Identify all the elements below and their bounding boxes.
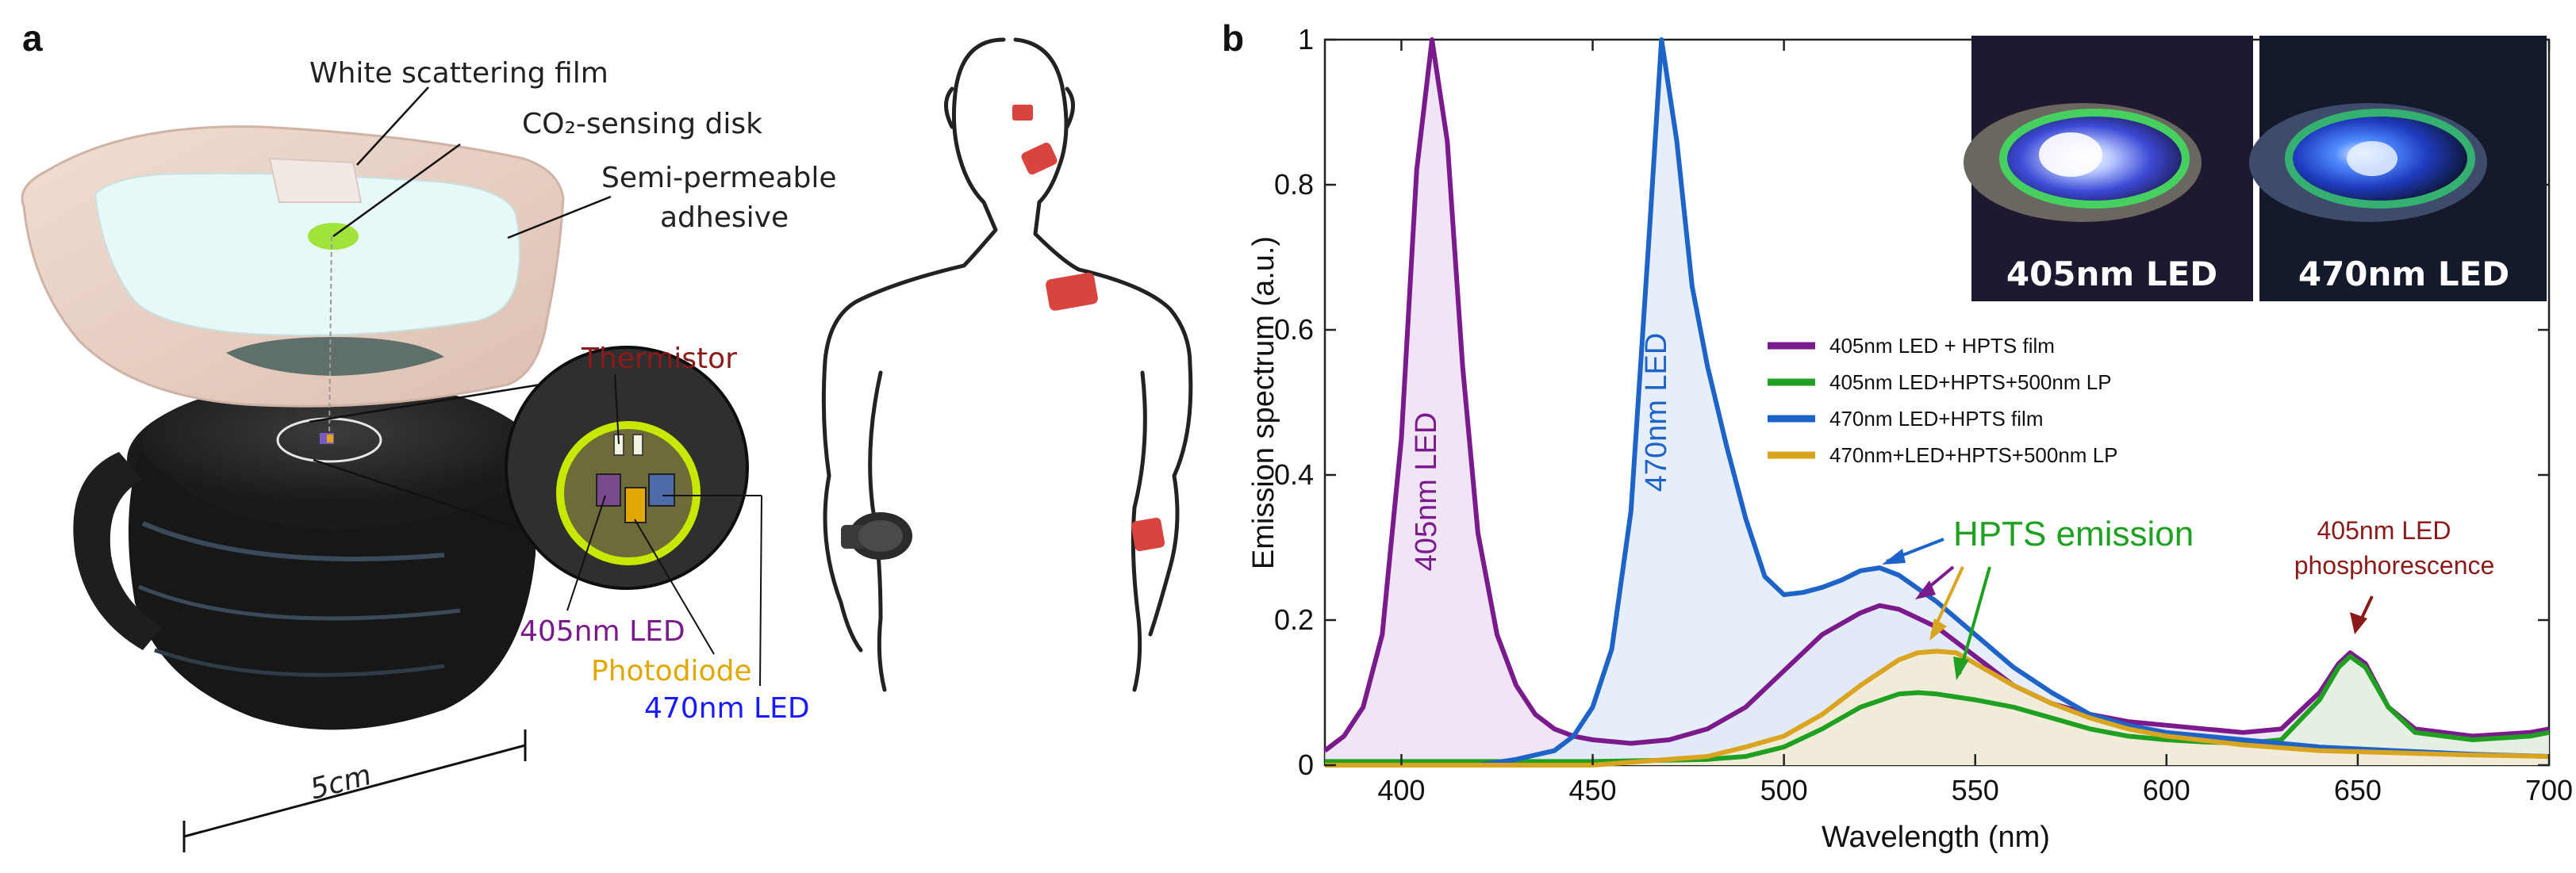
adhesive-label: adhesive [660,201,789,234]
white-scattering-film [268,157,363,203]
hpts-emission-annotation: HPTS emission [1953,515,2194,553]
y-tick-label: 0.6 [1274,313,1314,346]
annotation-arrows [1882,538,2374,680]
emission-chart: 0 0.2 0.4 0.6 0.8 1 400 450 500 550 600 650 700 Wav… [1247,23,2573,854]
wrist-device [841,512,912,560]
series-line-1 [1325,653,2550,764]
y-tick-layer: 0 0.2 0.4 0.6 0.8 1 [1274,23,2549,781]
x-tick-label: 700 [2525,774,2573,806]
y-tick-label: 1 [1298,23,1314,56]
x-tick-label: 400 [1377,774,1425,806]
legend-entry: 405nm LED+HPTS+500nm LP [1829,370,2112,394]
phosphorescence-line1: 405nm LED [2317,516,2451,545]
y-axis-title: Emission spectrum (a.u.) [1247,236,1280,569]
series-line-2 [1325,37,2550,768]
y-tick-label: 0.2 [1274,603,1314,636]
photo-470-label: 470nm LED [2298,255,2509,293]
semi-permeable-label: Semi-permeable [601,162,837,194]
co2-sensing-disk-label: CO₂-sensing disk [522,108,762,140]
patch-layers [21,125,565,435]
peak-470-annotation: 470nm LED [1640,333,1673,492]
led-470-component [648,473,675,507]
zoom-inset [505,346,762,687]
patch-cheek [1021,142,1058,175]
series-fill-3 [1325,651,2549,765]
x-tick-label: 600 [2143,774,2190,806]
body-silhouette [821,37,1193,692]
callout-lines [309,86,612,541]
white-scattering-film-label: White scattering film [309,57,608,90]
x-tick-label: 550 [1952,774,1999,806]
led-405-label: 405nm LED [520,615,685,648]
scale-label: 5cm [307,759,375,806]
photodiode-label: Photodiode [591,655,752,687]
phosphorescence-line2: phosphorescence [2294,551,2495,580]
y-tick-label: 0.4 [1274,458,1314,491]
x-axis-title: Wavelength (nm) [1822,821,2050,854]
peak-405-annotation: 405nm LED [1410,412,1443,572]
y-tick-label: 0.8 [1274,168,1314,201]
photo-405-label: 405nm LED [2006,255,2217,293]
panel-a: a [21,17,1193,852]
x-tick-label: 500 [1760,774,1808,806]
patch-chest [1046,272,1098,311]
patch-arm [1131,517,1165,552]
legend: 405nm LED + HPTS film 405nm LED+HPTS+500n… [1768,334,2118,467]
series-fill-0 [1325,40,2549,765]
thermistor-label: Thermistor [581,343,737,375]
legend-entry: 470nm+LED+HPTS+500nm LP [1829,443,2118,467]
inset-photos: 405nm LED 470nm LED [1964,36,2547,301]
series-fill-2 [1325,40,2549,765]
legend-entry: 405nm LED + HPTS film [1829,334,2055,358]
led-405-component [596,473,621,507]
x-tick-label: 650 [2334,774,2382,806]
photodiode-component [624,487,647,523]
panel-b-letter: b [1222,17,1244,59]
patch-forehead [1012,105,1033,121]
legend-entry: 470nm LED+HPTS film [1829,407,2043,431]
y-tick-label: 0 [1298,749,1314,781]
x-tick-label: 450 [1568,774,1616,806]
led-470-label: 470nm LED [644,692,810,725]
device-body [73,381,539,730]
panel-a-letter: a [22,17,43,59]
patch-locations [1012,105,1165,552]
x-tick-layer: 400 450 500 550 600 650 700 [1377,40,2573,806]
scale-bar: 5cm [182,729,527,852]
panel-b: b 0 0.2 0.4 0.6 0.8 1 400 450 500 550 600 650 700 W… [1222,17,2573,854]
